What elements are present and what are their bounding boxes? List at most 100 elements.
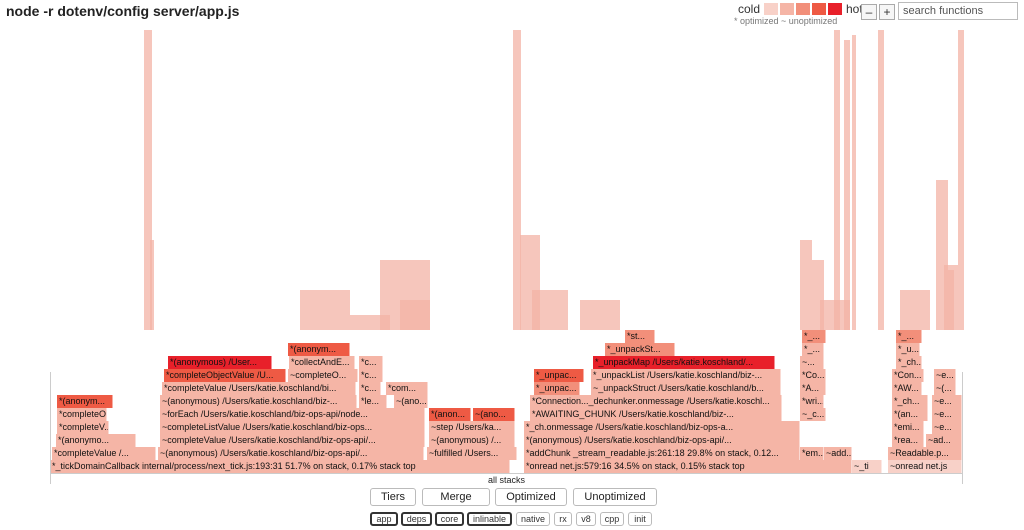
flame-frame[interactable]: *_... — [802, 330, 826, 343]
flame-frame[interactable]: *collectAndE... — [289, 356, 355, 369]
flame-frame[interactable]: *(anonymous) /Users/katie.koschland/biz-… — [524, 434, 800, 447]
flame-frame[interactable]: *(an... — [892, 408, 928, 421]
flame-frame[interactable]: *_ch.onmessage /Users/katie.koschland/bi… — [524, 421, 800, 434]
flame-frame[interactable]: *c... — [359, 356, 383, 369]
tag-deps[interactable]: deps — [401, 512, 432, 526]
flame-frame[interactable]: ~(anonymous) /... — [429, 434, 515, 447]
flame-frame[interactable]: *_unpackSt... — [605, 343, 675, 356]
flame-frame[interactable]: *_u... — [896, 343, 920, 356]
flame-frame[interactable]: *_unpac... — [534, 382, 580, 395]
flame-frame[interactable]: ~completeValue /Users/katie.koschland/bi… — [160, 434, 425, 447]
legend-swatch — [812, 3, 826, 15]
tiers-button[interactable]: Tiers — [370, 488, 416, 506]
filter-tags: app deps core inlinable native rx v8 cpp… — [0, 512, 1024, 528]
flame-frame[interactable]: ~forEach /Users/katie.koschland/biz-ops-… — [160, 408, 425, 421]
flame-frame[interactable]: *completeO... — [57, 408, 107, 421]
flame-frame[interactable]: *c... — [359, 369, 383, 382]
flame-frame[interactable]: ~_unpackStruct /Users/katie.koschland/b.… — [591, 382, 781, 395]
flame-frame[interactable]: *Connection..._dechunker.onmessage /User… — [530, 395, 782, 408]
flame-frame[interactable]: *completeV... — [57, 421, 109, 434]
flame-frame[interactable]: *(anonymous) /User... — [168, 356, 272, 369]
flame-frame[interactable]: ~_c... — [800, 408, 826, 421]
all-stacks-bar[interactable]: all stacks — [50, 473, 963, 485]
flame-frame[interactable]: *Con... — [892, 369, 924, 382]
flame-frame[interactable]: *_... — [896, 330, 922, 343]
flame-frame[interactable]: ~(... — [934, 382, 956, 395]
tag-inlinable[interactable]: inlinable — [467, 512, 512, 526]
unoptimized-button[interactable]: Unoptimized — [573, 488, 657, 506]
tag-core[interactable]: core — [435, 512, 464, 526]
flame-frame[interactable]: *A... — [800, 382, 826, 395]
flame-frame[interactable]: *onread net.js:579:16 34.5% on stack, 0.… — [524, 460, 852, 473]
flame-frame[interactable]: *addChunk _stream_readable.js:261:18 29.… — [524, 447, 800, 460]
flame-frame[interactable]: *(anonym... — [57, 395, 113, 408]
flame-frame[interactable]: *_unpackList /Users/katie.koschland/biz-… — [591, 369, 781, 382]
flamegraph: *_tickDomainCallback internal/process/ne… — [50, 30, 964, 473]
zoom-out-button[interactable]: – — [861, 4, 877, 20]
zoom-in-button[interactable]: + — [879, 4, 895, 20]
flame-frame[interactable]: *emi... — [892, 421, 924, 434]
flame-frame[interactable]: *rea... — [892, 434, 924, 447]
flame-frame[interactable]: ~e... — [932, 395, 962, 408]
legend-swatch — [780, 3, 794, 15]
flame-frame[interactable]: ~step /Users/ka... — [429, 421, 515, 434]
flame-frame[interactable]: *(anon... — [429, 408, 471, 421]
flame-frame[interactable]: *AWAITING_CHUNK /Users/katie.koschland/b… — [530, 408, 782, 421]
flame-frame[interactable]: *com... — [386, 382, 428, 395]
legend-swatch — [796, 3, 810, 15]
flame-frame[interactable]: ~ad... — [926, 434, 962, 447]
flame-frame[interactable]: ~e... — [934, 369, 956, 382]
flame-frame[interactable]: *wri... — [800, 395, 824, 408]
flame-frame[interactable]: *AW... — [892, 382, 922, 395]
flame-frame[interactable]: *c... — [359, 382, 381, 395]
flame-spike — [900, 290, 930, 330]
flame-frame[interactable]: ~_ti — [852, 460, 882, 473]
flame-frame[interactable]: *_... — [802, 343, 824, 356]
tag-init[interactable]: init — [628, 512, 652, 526]
legend-swatch — [828, 3, 842, 15]
optimized-button[interactable]: Optimized — [495, 488, 567, 506]
flame-frame[interactable]: ~Readable.p... — [888, 447, 962, 460]
tag-cpp[interactable]: cpp — [600, 512, 624, 526]
flame-spike — [834, 30, 840, 330]
flame-frame[interactable]: *_ch... — [892, 395, 928, 408]
flame-frame[interactable]: *_tickDomainCallback internal/process/ne… — [50, 460, 510, 473]
flame-frame[interactable]: *completeValue /Users/katie.koschland/bi… — [162, 382, 356, 395]
flame-frame[interactable]: *completeObjectValue /U... — [164, 369, 286, 382]
flame-frame[interactable]: *em... — [800, 447, 824, 460]
flame-frame[interactable]: ~fulfilled /Users... — [427, 447, 517, 460]
flame-spike — [878, 30, 884, 330]
flame-frame[interactable]: *Co... — [800, 369, 826, 382]
flame-frame[interactable]: ~(anonymous) /Users/katie.koschland/biz-… — [160, 395, 357, 408]
flame-frame[interactable]: *completeValue /... — [52, 447, 156, 460]
flame-frame[interactable]: ~add... — [824, 447, 852, 460]
flame-frame[interactable]: ~(anonymous) /Users/katie.koschland/biz-… — [158, 447, 424, 460]
merge-button[interactable]: Merge — [422, 488, 490, 506]
flame-frame[interactable]: ~e... — [932, 408, 962, 421]
flame-frame[interactable]: *st... — [625, 330, 655, 343]
flame-frame[interactable]: *le... — [359, 395, 387, 408]
tag-app[interactable]: app — [370, 512, 398, 526]
flame-frame[interactable]: *(anonymo... — [56, 434, 136, 447]
flame-frame[interactable]: ~(ano... — [473, 408, 515, 421]
search-functions-input[interactable] — [898, 2, 1018, 20]
flame-spike — [513, 30, 521, 330]
flame-frame[interactable]: *(anonym... — [288, 343, 350, 356]
flame-frame[interactable]: ~completeListValue /Users/katie.koschlan… — [160, 421, 425, 434]
flame-spike — [150, 240, 154, 330]
flame-spike — [144, 30, 152, 330]
flame-frame[interactable]: *_unpackMap /Users/katie.koschland/... — [593, 356, 775, 369]
flame-frame[interactable]: ~... — [800, 356, 824, 369]
flame-frame[interactable]: *_unpac... — [534, 369, 584, 382]
tag-rx[interactable]: rx — [554, 512, 572, 526]
flame-frame[interactable]: ~completeO... — [288, 369, 358, 382]
tag-v8[interactable]: v8 — [576, 512, 596, 526]
axis-right-border — [962, 372, 963, 484]
flame-frame[interactable]: ~onread net.js — [888, 460, 962, 473]
flame-spike — [936, 180, 948, 330]
flame-frame[interactable]: ~e... — [932, 421, 962, 434]
tag-native[interactable]: native — [516, 512, 550, 526]
flame-frame[interactable]: ~(ano... — [394, 395, 428, 408]
flame-frame[interactable]: *_ch... — [896, 356, 922, 369]
flame-spike — [852, 35, 856, 330]
